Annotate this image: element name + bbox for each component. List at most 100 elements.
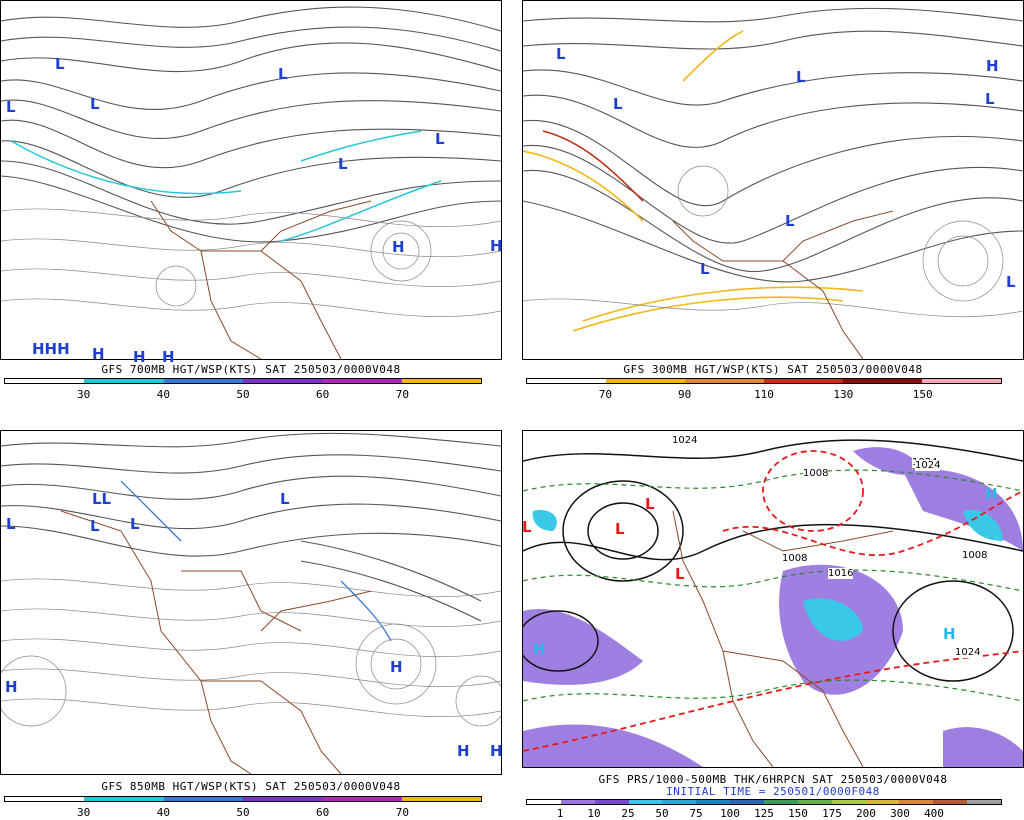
high-pressure-label: H: [92, 345, 105, 363]
panel-title: GFS PRS/1000-500MB THK/6HRPCN SAT 250503…: [598, 773, 948, 786]
low-pressure-label: L: [280, 490, 290, 508]
low-pressure-label: L: [6, 98, 16, 116]
low-pressure-label: L: [985, 90, 995, 108]
colorbar-swatch: [606, 379, 685, 383]
initial-time: INITIAL TIME = 250501/0000F048: [666, 785, 880, 798]
colorbar-tick-label: 60: [316, 388, 330, 401]
high-pressure-label: H: [943, 625, 956, 643]
isobar-label: 1024: [672, 435, 698, 446]
high-pressure-label: H: [390, 658, 403, 676]
high-pressure-label: HHH: [32, 340, 70, 358]
isobar-label: 1008: [803, 468, 829, 479]
high-pressure-label: H: [490, 742, 503, 760]
colorbar: [4, 796, 482, 802]
colorbar-swatch: [322, 797, 402, 801]
low-pressure-label: L: [645, 495, 655, 513]
colorbar-tick-label: 130: [833, 388, 854, 401]
high-pressure-label: H: [986, 57, 999, 75]
low-pressure-label: L: [613, 95, 623, 113]
colorbar-tick-label: 400: [924, 807, 944, 820]
colorbar-tick-label: 110: [754, 388, 774, 401]
isobar-label: 1008: [962, 550, 988, 561]
colorbar-swatch: [922, 379, 1001, 383]
high-pressure-label: H: [985, 485, 998, 503]
panel-850mb: GFS 850MB HGT/WSP(KTS) SAT 250503/0000V0…: [0, 430, 502, 819]
colorbar-tick-label: 200: [856, 807, 876, 820]
high-pressure-label: H: [133, 348, 146, 366]
isobar-label: 1008: [782, 553, 808, 564]
colorbar-tick-label: 70: [395, 806, 409, 819]
colorbar-swatch: [594, 800, 629, 804]
low-pressure-label: L: [435, 130, 445, 148]
low-pressure-label: L: [6, 515, 16, 533]
low-pressure-label: L: [615, 520, 625, 538]
isobar-label: 1024: [955, 647, 981, 658]
low-pressure-label: L: [338, 155, 348, 173]
map-300mb: [522, 0, 1024, 360]
colorbar-tick-label: 30: [77, 388, 91, 401]
colorbar-tick-label: 300: [890, 807, 910, 820]
low-pressure-label: L: [90, 517, 100, 535]
streamline-map: [1, 1, 501, 359]
colorbar-ticks: 70 90 110 130 150: [526, 388, 1002, 401]
colorbar-ticks: 30 40 50 60 70: [4, 388, 482, 401]
colorbar-swatch: [84, 797, 164, 801]
colorbar-tick-label: 60: [316, 806, 330, 819]
colorbar-swatch: [163, 797, 243, 801]
colorbar-swatch: [662, 800, 697, 804]
colorbar-tick-label: 125: [754, 807, 774, 820]
colorbar-tick-label: 30: [77, 806, 91, 819]
low-pressure-label: L: [522, 518, 532, 536]
colorbar-swatch: [322, 379, 402, 383]
colorbar-swatch: [843, 379, 922, 383]
map-thickness-precip: [522, 430, 1024, 768]
map-850mb: [0, 430, 502, 775]
panel-thickness-precip: GFS PRS/1000-500MB THK/6HRPCN SAT 250503…: [522, 430, 1024, 820]
colorbar-swatch: [831, 800, 866, 804]
low-pressure-label: L: [796, 68, 806, 86]
colorbar-tick-label: 50: [236, 388, 250, 401]
colorbar-tick-label: 70: [395, 388, 409, 401]
colorbar-tick-label: 75: [689, 807, 703, 820]
colorbar-tick-label: 70: [598, 388, 612, 401]
isobar-label: 1024: [915, 460, 941, 471]
colorbar-tick-label: 40: [156, 806, 170, 819]
isobar-label: 1016: [828, 568, 854, 579]
colorbar-swatch: [5, 379, 85, 383]
colorbar-swatch: [685, 379, 764, 383]
high-pressure-label: H: [490, 237, 503, 255]
panel-title: GFS 700MB HGT/WSP(KTS) SAT 250503/0000V0…: [101, 363, 401, 376]
colorbar-tick-label: 25: [621, 807, 635, 820]
colorbar: [4, 378, 482, 384]
low-pressure-label: LL: [92, 490, 112, 508]
colorbar-swatch: [899, 800, 934, 804]
colorbar-ticks: 1 10 25 50 75 100 125 150 175 200 300 400: [526, 807, 1002, 820]
low-pressure-label: L: [1006, 273, 1016, 291]
low-pressure-label: L: [785, 212, 795, 230]
colorbar-tick-label: 150: [912, 388, 933, 401]
colorbar-swatch: [163, 379, 243, 383]
high-pressure-label: H: [5, 678, 18, 696]
streamline-map: [523, 1, 1023, 359]
high-pressure-label: H: [533, 640, 546, 658]
colorbar-swatch: [401, 797, 481, 801]
low-pressure-label: L: [278, 65, 288, 83]
colorbar-swatch: [401, 379, 481, 383]
panel-300mb: GFS 300MB HGT/WSP(KTS) SAT 250503/0000V0…: [522, 0, 1024, 410]
colorbar-tick-label: 1: [556, 807, 564, 820]
colorbar-tick-label: 100: [720, 807, 740, 820]
colorbar-tick-label: 90: [678, 388, 692, 401]
colorbar-swatch: [5, 797, 85, 801]
colorbar-swatch: [933, 800, 968, 804]
colorbar-swatch: [527, 800, 561, 804]
thickness-precip-map: [523, 431, 1023, 767]
colorbar-ticks: 30 40 50 60 70: [4, 806, 482, 819]
colorbar-swatch: [967, 800, 1002, 804]
colorbar-swatch: [628, 800, 663, 804]
colorbar-swatch: [242, 797, 323, 801]
colorbar-swatch: [84, 379, 164, 383]
colorbar: [526, 378, 1002, 384]
panel-title: GFS 300MB HGT/WSP(KTS) SAT 250503/0000V0…: [623, 363, 923, 376]
high-pressure-label: H: [457, 742, 470, 760]
high-pressure-label: H: [392, 238, 405, 256]
